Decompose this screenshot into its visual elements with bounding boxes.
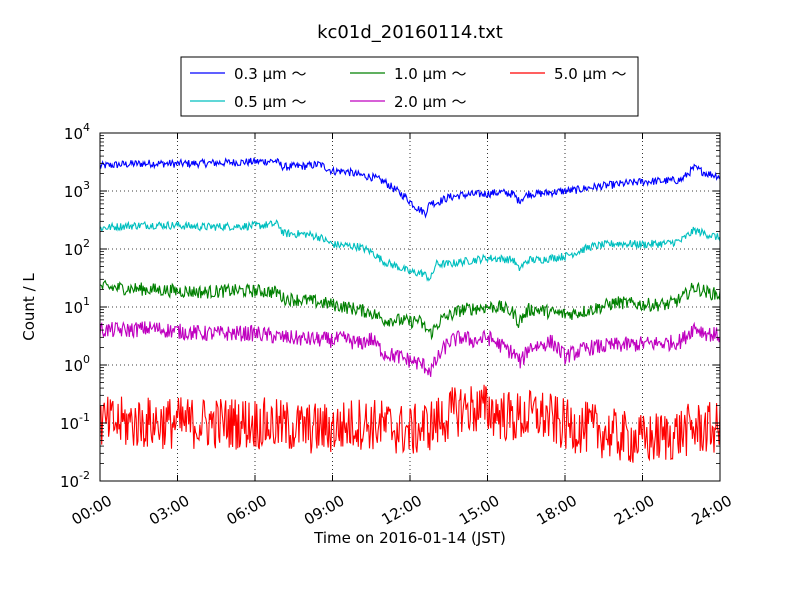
x-tick-label: 24:00 [689,492,735,529]
series-line-4 [99,384,721,463]
y-tick-label: 104 [64,121,90,143]
series-line-3 [99,321,721,377]
x-tick-label: 03:00 [146,492,192,529]
x-axis-label: Time on 2016-01-14 (JST) [313,529,506,547]
x-tick-label: 09:00 [301,492,347,529]
y-tick-label: 100 [64,353,90,375]
y-tick-label: 10-1 [60,411,90,433]
y-tick-label: 102 [64,237,90,259]
legend-label-0: 0.3 μm ～ [234,65,307,83]
x-tick-label: 00:00 [69,492,115,529]
y-tick-label: 103 [64,179,90,201]
y-tick-label: 101 [64,295,90,317]
x-tick-label: 12:00 [379,492,425,529]
x-tick-label: 15:00 [456,492,502,529]
y-axis-label: Count / L [20,273,38,341]
legend-box [180,56,639,117]
legend-label-4: 5.0 μm ～ [554,65,627,83]
x-tick-label: 06:00 [224,492,270,529]
y-tick-label: 10-2 [60,469,90,491]
chart-title: kc01d_20160114.txt [317,22,503,43]
legend-label-1: 0.5 μm ～ [234,93,307,111]
series-line-2 [99,279,721,341]
legend-label-3: 2.0 μm ～ [394,93,467,111]
series-line-1 [99,219,721,282]
legend-label-2: 1.0 μm ～ [394,65,467,83]
series-line-0 [99,157,721,219]
x-tick-label: 18:00 [534,492,580,529]
x-tick-label: 21:00 [611,492,657,529]
legend: 0.3 μm ～ 0.5 μm ～ 1.0 μm ～ 2.0 μm ～ 5.0 μm ～ [180,56,639,117]
series-group [99,157,721,463]
